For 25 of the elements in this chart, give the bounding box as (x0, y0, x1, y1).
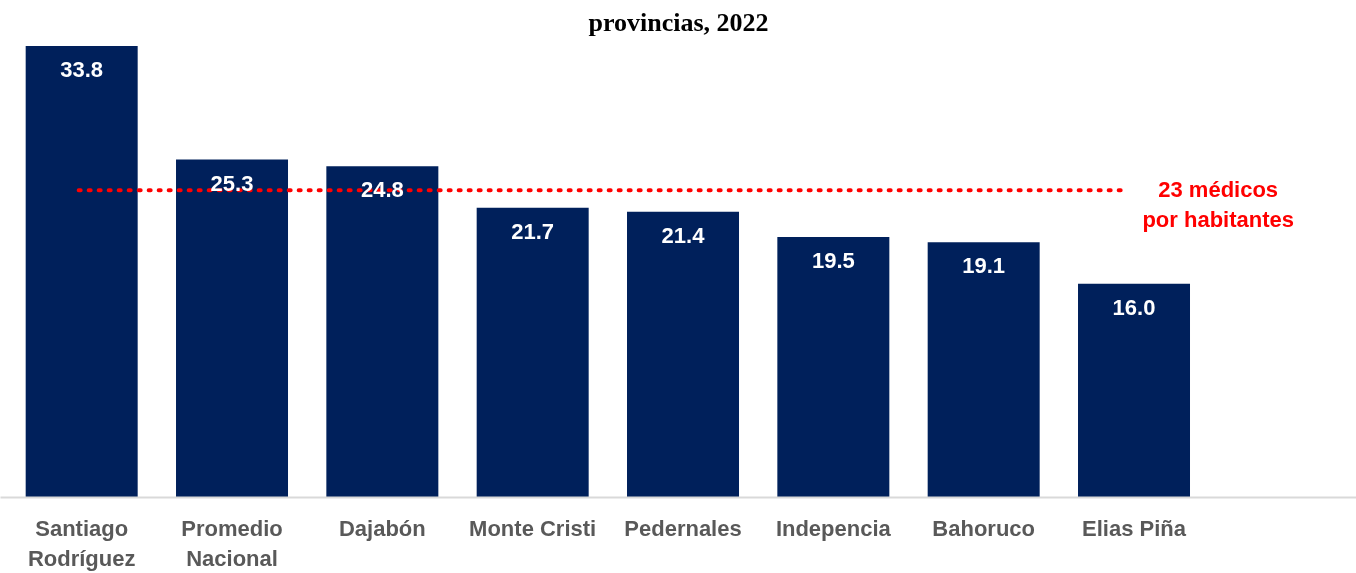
data-label: 19.1 (962, 253, 1006, 279)
ref-line-label: 23 médicos por habitantes (1142, 176, 1294, 232)
bar (25, 46, 138, 498)
x-tick-label: Elias Piña (1082, 515, 1187, 541)
bar (176, 159, 289, 498)
x-tick-label: Monte Cristi (469, 515, 597, 541)
x-tick-label: Dajabón (338, 515, 426, 541)
data-label: 19.5 (811, 248, 855, 274)
x-tick-label: Santiago Rodríguez (27, 515, 136, 571)
bar (326, 166, 439, 498)
bar (476, 207, 589, 498)
bar (627, 211, 740, 498)
x-tick-label: Pedernales (624, 515, 742, 541)
data-label: 25.3 (210, 170, 254, 196)
data-label: 21.7 (511, 218, 555, 244)
x-tick-label: Indepencia (775, 515, 892, 541)
x-tick-label: Promedio Nacional (181, 515, 283, 571)
bar (927, 242, 1040, 498)
bar (777, 237, 890, 498)
data-label: 16.0 (1112, 294, 1156, 320)
bar (1078, 283, 1191, 498)
x-tick-label: Bahoruco (932, 515, 1036, 541)
data-label: 21.4 (661, 222, 706, 248)
chart-title: provincias, 2022 (588, 7, 769, 37)
data-label: 33.8 (60, 57, 104, 83)
